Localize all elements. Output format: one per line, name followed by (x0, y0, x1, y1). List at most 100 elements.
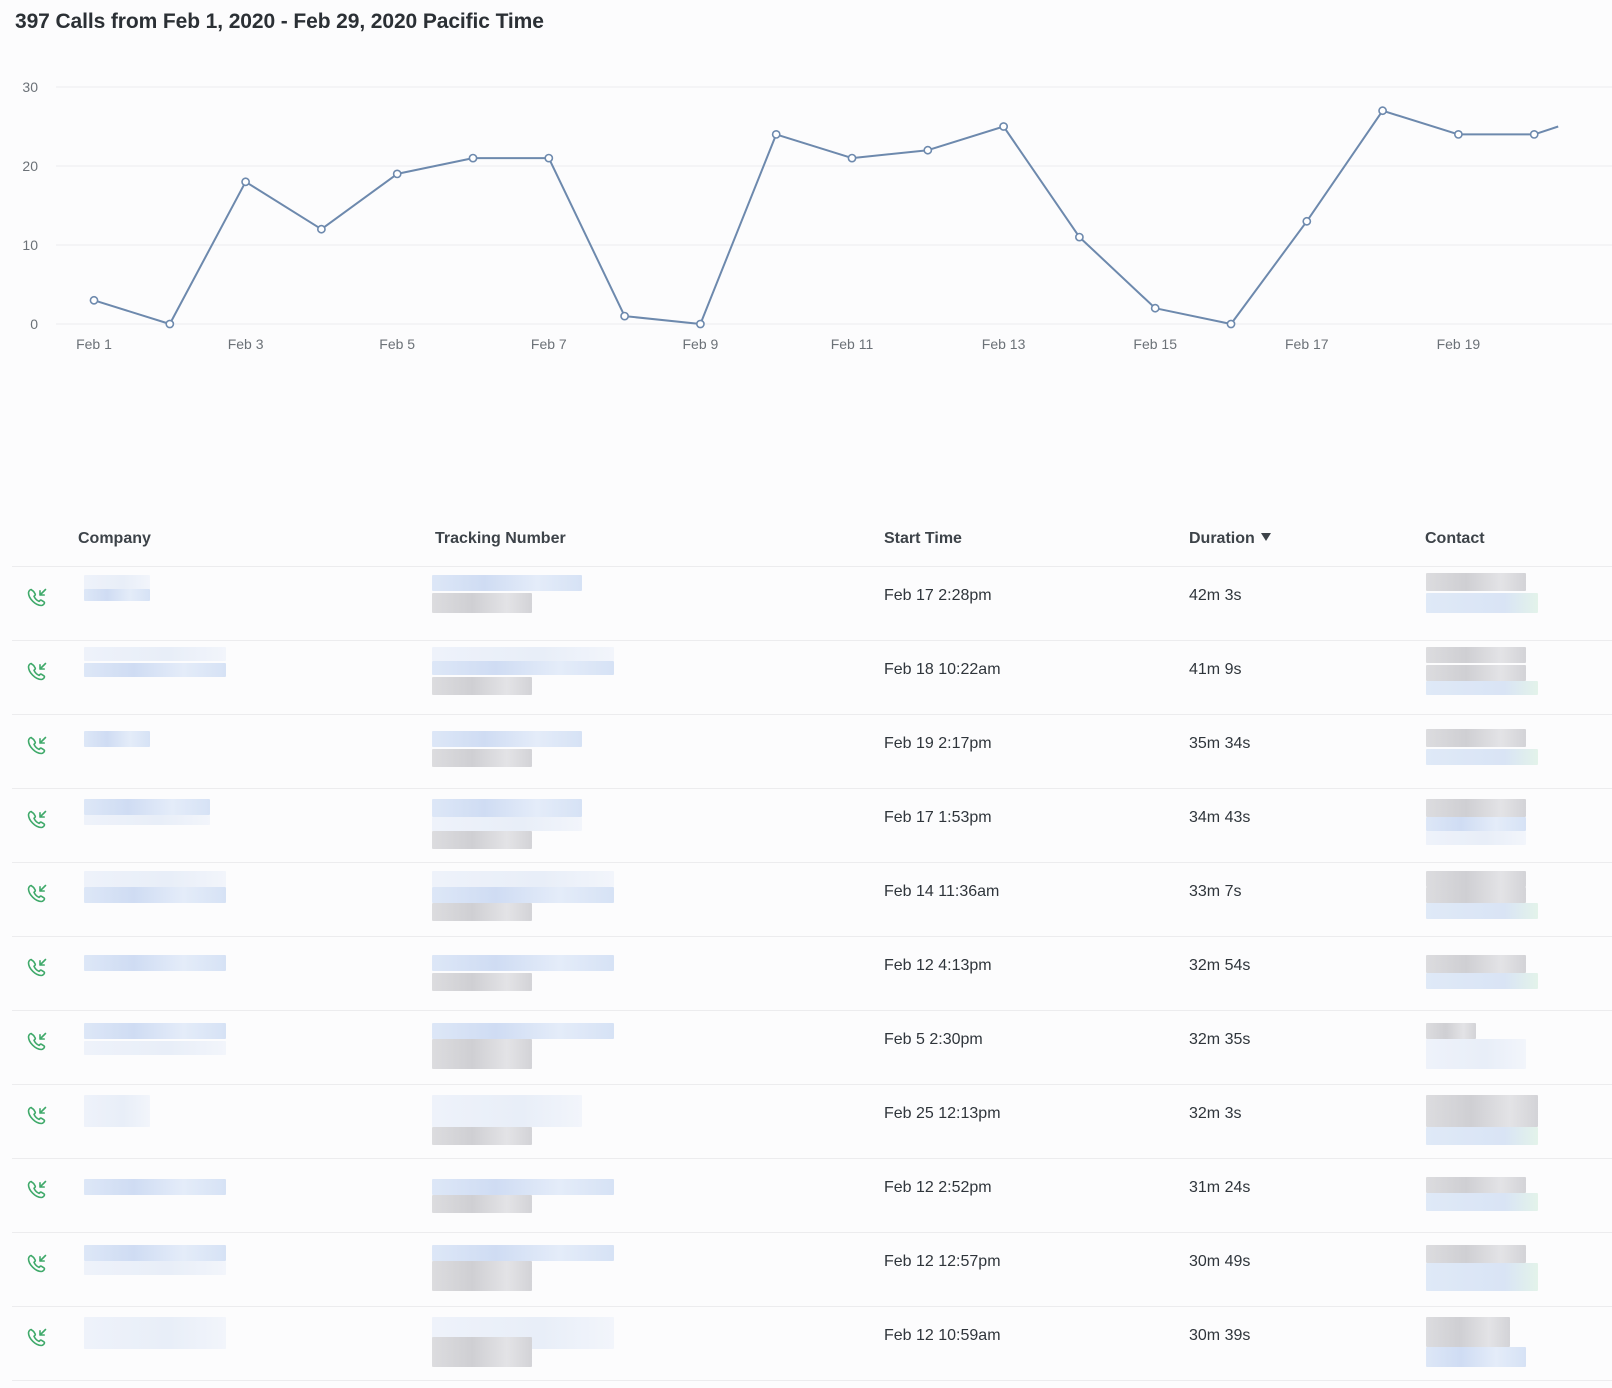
table-row[interactable]: Feb 12 4:13pm 32m 54s (12, 937, 1612, 1011)
redacted-tracking-number (432, 731, 582, 747)
redacted-tracking-number (432, 887, 614, 903)
redacted-tracking-number (432, 1179, 614, 1195)
column-header-duration[interactable]: Duration (1189, 530, 1271, 548)
calls-table: Company Tracking Number Start Time Durat… (12, 510, 1612, 1381)
redacted-contact (1426, 749, 1538, 765)
redacted-company (84, 1095, 150, 1127)
x-tick-label: Feb 17 (1285, 336, 1329, 352)
redacted-company (84, 589, 150, 601)
redacted-company (84, 815, 210, 825)
table-header: Company Tracking Number Start Time Durat… (12, 510, 1612, 567)
redacted-company (84, 1317, 226, 1349)
redacted-contact (1426, 973, 1538, 989)
start-time-cell: Feb 18 10:22am (884, 661, 1001, 678)
table-row[interactable]: Feb 12 12:57pm 30m 49s (12, 1233, 1612, 1307)
data-point (468, 153, 478, 163)
x-tick-label: Feb 7 (531, 336, 567, 352)
redacted-contact (1426, 681, 1538, 695)
redacted-company (84, 799, 210, 815)
x-tick-label: Feb 13 (982, 336, 1026, 352)
incoming-call-icon (25, 882, 49, 906)
redacted-contact (1426, 729, 1526, 747)
redacted-tracking-number (432, 903, 532, 921)
redacted-tracking-number (432, 817, 582, 831)
redacted-tracking-number (432, 831, 532, 849)
table-row[interactable]: Feb 18 10:22am 41m 9s (12, 641, 1612, 715)
table-row[interactable]: Feb 25 12:13pm 32m 3s (12, 1085, 1612, 1159)
redacted-company (84, 731, 150, 747)
table-row[interactable]: Feb 17 1:53pm 34m 43s (12, 789, 1612, 863)
data-point (1226, 319, 1236, 329)
redacted-tracking-number (432, 973, 532, 991)
chart-svg: 0 10 20 30 Feb 1 Feb 3 Feb 5 Feb 7 Feb 9 Feb 11 Fe… (22, 79, 1612, 352)
calls-line-chart: 0 10 20 30 Feb 1 Feb 3 Feb 5 Feb 7 Feb 9 Feb 11 Fe… (0, 60, 1612, 380)
redacted-contact (1426, 1023, 1476, 1039)
redacted-contact (1426, 903, 1538, 919)
start-time-cell: Feb 17 1:53pm (884, 809, 992, 826)
redacted-tracking-number (432, 871, 614, 887)
x-tick-label: Feb 9 (682, 336, 718, 352)
table-row[interactable]: Feb 12 10:59am 30m 39s (12, 1307, 1612, 1381)
redacted-contact (1426, 593, 1538, 613)
data-point (1454, 130, 1463, 139)
column-header-duration-label: Duration (1189, 530, 1255, 547)
redacted-company (84, 955, 226, 971)
table-row[interactable]: Feb 17 2:28pm 42m 3s (12, 567, 1612, 641)
start-time-cell: Feb 17 2:28pm (884, 587, 992, 604)
redacted-contact (1426, 665, 1526, 681)
table-row[interactable]: Feb 5 2:30pm 32m 35s (12, 1011, 1612, 1085)
redacted-contact (1426, 1193, 1538, 1211)
column-header-company[interactable]: Company (78, 530, 151, 547)
redacted-company (84, 1261, 226, 1275)
column-header-start-time[interactable]: Start Time (884, 530, 962, 547)
redacted-contact (1426, 1127, 1538, 1145)
start-time-cell: Feb 19 2:17pm (884, 735, 992, 752)
duration-cell: 35m 34s (1189, 735, 1251, 752)
redacted-company (84, 887, 226, 903)
duration-cell: 32m 3s (1189, 1105, 1242, 1122)
redacted-contact (1426, 573, 1526, 591)
table-row[interactable]: Feb 12 2:52pm 31m 24s (12, 1159, 1612, 1233)
incoming-call-icon (25, 1104, 49, 1128)
duration-cell: 41m 9s (1189, 661, 1242, 678)
redacted-company (84, 575, 150, 591)
column-header-tracking-number[interactable]: Tracking Number (435, 530, 566, 547)
redacted-contact (1426, 1039, 1526, 1069)
column-header-contact[interactable]: Contact (1425, 530, 1485, 547)
duration-cell: 34m 43s (1189, 809, 1251, 826)
duration-cell: 30m 39s (1189, 1327, 1251, 1344)
redacted-tracking-number (432, 1023, 614, 1039)
x-tick-label: Feb 5 (379, 336, 415, 352)
data-point (165, 319, 175, 329)
table-row[interactable]: Feb 14 11:36am 33m 7s (12, 863, 1612, 937)
redacted-contact (1426, 1095, 1538, 1127)
redacted-company (84, 1023, 226, 1039)
data-point (544, 153, 554, 163)
redacted-tracking-number (432, 749, 532, 767)
redacted-contact (1426, 1245, 1526, 1263)
start-time-cell: Feb 12 4:13pm (884, 957, 992, 974)
redacted-tracking-number (432, 661, 614, 675)
y-tick-label: 10 (22, 237, 38, 253)
duration-cell: 42m 3s (1189, 587, 1242, 604)
redacted-tracking-number (432, 1245, 614, 1261)
y-tick-label: 0 (30, 316, 38, 332)
data-point (771, 130, 781, 139)
incoming-call-icon (25, 1178, 49, 1202)
redacted-contact (1426, 817, 1526, 831)
incoming-call-icon (25, 808, 49, 832)
redacted-tracking-number (432, 1261, 532, 1291)
data-point (316, 224, 326, 234)
start-time-cell: Feb 25 12:13pm (884, 1105, 1001, 1122)
redacted-tracking-number (432, 1127, 532, 1145)
data-point (1075, 232, 1084, 242)
redacted-company (84, 647, 226, 661)
x-tick-label: Feb 15 (1133, 336, 1177, 352)
redacted-contact (1426, 1177, 1526, 1193)
duration-cell: 32m 54s (1189, 957, 1251, 974)
incoming-call-icon (25, 1030, 49, 1054)
incoming-call-icon (25, 734, 49, 758)
table-row[interactable]: Feb 19 2:17pm 35m 34s (12, 715, 1612, 789)
x-tick-label: Feb 19 (1437, 336, 1481, 352)
redacted-tracking-number (432, 677, 532, 695)
